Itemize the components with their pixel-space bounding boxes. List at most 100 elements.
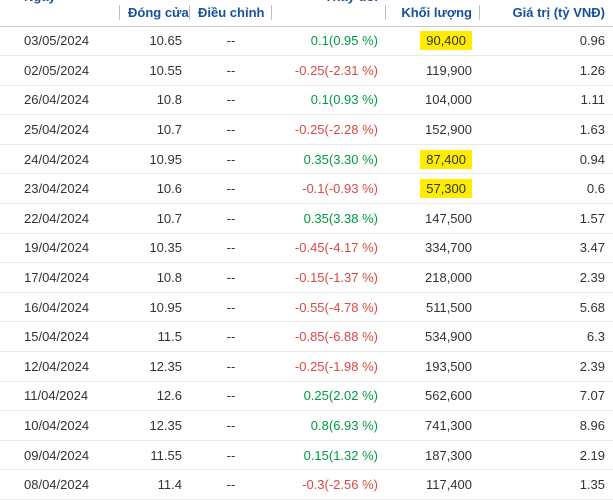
cell-change: -0.15(-1.37 %) (272, 262, 386, 293)
cell-date: 16/04/2024 (0, 292, 120, 323)
cell-volume: 187,300 (386, 440, 480, 471)
cell-date: 26/04/2024 (0, 85, 120, 116)
volume-highlight-marker: 90,400 (420, 31, 472, 51)
cell-volume: 562,600 (386, 381, 480, 412)
cell-value: 8.96 (480, 410, 613, 441)
cell-date: 10/04/2024 (0, 410, 120, 441)
cell-change: 0.25(2.02 %) (272, 381, 386, 412)
column-header-date: Ngày (0, 0, 120, 27)
cell-volume: 218,000 (386, 262, 480, 293)
cell-value: 1.63 (480, 114, 613, 145)
cell-date: 15/04/2024 (0, 321, 120, 353)
table-row: 10/04/2024 12.35 -- 0.8(6.93 %) 741,300 8.96 (0, 410, 613, 441)
cell-adjusted: -- (190, 85, 272, 116)
table-row: 03/05/2024 10.65 -- 0.1(0.95 %) 90,400 0.96 (0, 26, 613, 57)
cell-volume: 152,900 (386, 114, 480, 145)
cell-adjusted: -- (190, 469, 272, 500)
cell-change: 0.15(1.32 %) (272, 440, 386, 471)
cell-close: 10.6 (120, 173, 190, 205)
column-header-volume: Khối lượng (386, 0, 480, 27)
cell-close: 10.7 (120, 114, 190, 145)
cell-change: -0.45(-4.17 %) (272, 233, 386, 264)
cell-close: 10.8 (120, 262, 190, 293)
cell-change: 0.35(3.38 %) (272, 203, 386, 234)
cell-close: 10.35 (120, 233, 190, 264)
cell-volume: 117,400 (386, 469, 480, 500)
cell-date: 03/05/2024 (0, 26, 120, 57)
cell-value: 1.26 (480, 55, 613, 86)
cell-close: 11.4 (120, 469, 190, 500)
column-header-adjusted: Điều chỉnh (190, 0, 272, 27)
cell-adjusted: -- (190, 55, 272, 86)
cell-value: 0.96 (480, 26, 613, 57)
cell-adjusted: -- (190, 173, 272, 205)
cell-adjusted: -- (190, 381, 272, 412)
cell-date: 08/04/2024 (0, 469, 120, 500)
cell-adjusted: -- (190, 26, 272, 57)
table-row: 24/04/2024 10.95 -- 0.35(3.30 %) 87,400 0.94 (0, 144, 613, 175)
cell-value: 0.94 (480, 144, 613, 175)
cell-date: 09/04/2024 (0, 440, 120, 471)
cell-adjusted: -- (190, 440, 272, 471)
cell-adjusted: -- (190, 351, 272, 382)
cell-volume: 741,300 (386, 410, 480, 441)
cell-adjusted: -- (190, 203, 272, 234)
cell-close: 12.35 (120, 351, 190, 382)
cell-change: -0.25(-2.31 %) (272, 55, 386, 86)
cell-value: 2.19 (480, 440, 613, 471)
column-header-change-label: Thay đổi (325, 0, 378, 4)
cell-volume: 104,000 (386, 85, 480, 116)
table-row: 19/04/2024 10.35 -- -0.45(-4.17 %) 334,700 3.… (0, 233, 613, 264)
cell-date: 02/05/2024 (0, 55, 120, 86)
table-row: 02/05/2024 10.55 -- -0.25(-2.31 %) 119,900 1.… (0, 55, 613, 86)
cell-date: 22/04/2024 (0, 203, 120, 234)
cell-value: 0.6 (480, 173, 613, 205)
table-header-row: Ngày Đóng cửa Điều chỉnh Thay đổi Khối l… (0, 0, 613, 27)
cell-date: 23/04/2024 (0, 173, 120, 205)
cell-close: 12.35 (120, 410, 190, 441)
volume-highlight-marker: 87,400 (420, 149, 472, 169)
cell-volume: 334,700 (386, 233, 480, 264)
cell-change: -0.1(-0.93 %) (272, 173, 386, 205)
cell-change: -0.25(-2.28 %) (272, 114, 386, 145)
table-row: 23/04/2024 10.6 -- -0.1(-0.93 %) 57,300 0.6 (0, 173, 613, 205)
table-row: 15/04/2024 11.5 -- -0.85(-6.88 %) 534,900 6.3 (0, 321, 613, 353)
cell-volume: 57,300 (386, 173, 480, 205)
table-row: 25/04/2024 10.7 -- -0.25(-2.28 %) 152,900 1.6… (0, 114, 613, 145)
table-row: 26/04/2024 10.8 -- 0.1(0.93 %) 104,000 1.11 (0, 85, 613, 116)
cell-value: 2.39 (480, 262, 613, 293)
cell-close: 10.95 (120, 292, 190, 323)
cell-adjusted: -- (190, 233, 272, 264)
cell-volume: 87,400 (386, 144, 480, 175)
column-header-date-label: Ngày (24, 0, 56, 4)
cell-value: 1.35 (480, 469, 613, 500)
cell-volume: 534,900 (386, 321, 480, 353)
cell-change: 0.35(3.30 %) (272, 144, 386, 175)
cell-close: 12.6 (120, 381, 190, 412)
cell-adjusted: -- (190, 321, 272, 353)
cell-close: 10.8 (120, 85, 190, 116)
cell-change: 0.8(6.93 %) (272, 410, 386, 441)
cell-date: 25/04/2024 (0, 114, 120, 145)
cell-date: 24/04/2024 (0, 144, 120, 175)
column-header-value: Giá trị (tỷ VNĐ) (480, 0, 613, 27)
table-row: 11/04/2024 12.6 -- 0.25(2.02 %) 562,600 7.07 (0, 381, 613, 412)
cell-value: 7.07 (480, 381, 613, 412)
cell-value: 3.47 (480, 233, 613, 264)
table-row: 17/04/2024 10.8 -- -0.15(-1.37 %) 218,000 2.3… (0, 262, 613, 293)
cell-close: 11.55 (120, 440, 190, 471)
table-row: 12/04/2024 12.35 -- -0.25(-1.98 %) 193,500 2.… (0, 351, 613, 382)
cell-change: 0.1(0.93 %) (272, 85, 386, 116)
cell-volume: 193,500 (386, 351, 480, 382)
cell-value: 6.3 (480, 321, 613, 353)
cell-adjusted: -- (190, 144, 272, 175)
table-row: 16/04/2024 10.95 -- -0.55(-4.78 %) 511,500 5.… (0, 292, 613, 323)
volume-highlight-marker: 57,300 (420, 179, 472, 199)
cell-date: 19/04/2024 (0, 233, 120, 264)
column-header-close: Đóng cửa (120, 0, 190, 27)
cell-change: -0.25(-1.98 %) (272, 351, 386, 382)
cell-volume: 119,900 (386, 55, 480, 86)
cell-volume: 90,400 (386, 26, 480, 57)
cell-close: 11.5 (120, 321, 190, 353)
